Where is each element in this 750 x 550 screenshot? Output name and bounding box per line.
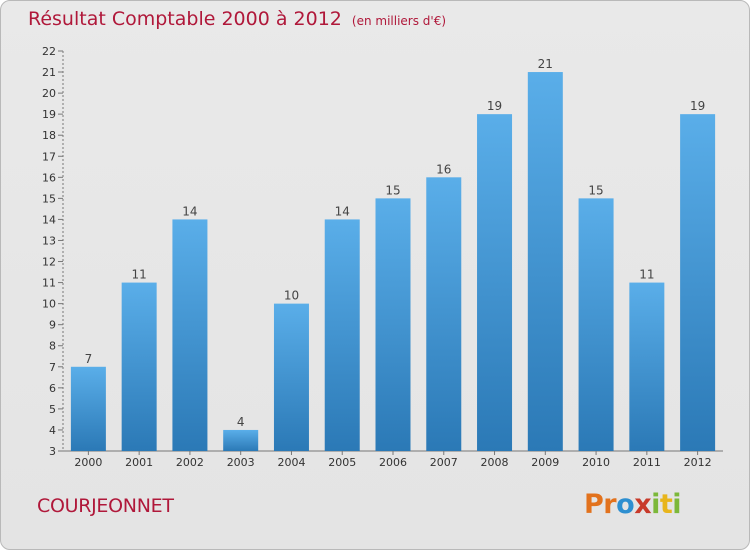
x-tick-label: 2012 [684, 456, 712, 469]
bar [273, 303, 309, 451]
bar [223, 429, 259, 451]
bar-value-label: 19 [487, 99, 502, 113]
x-tick-label: 2005 [328, 456, 356, 469]
x-tick-label: 2006 [379, 456, 407, 469]
y-tick-label: 16 [42, 171, 56, 184]
x-tick-label: 2007 [430, 456, 458, 469]
logo-letter: i [672, 489, 682, 520]
y-tick-label: 14 [42, 213, 56, 226]
bar-value-label: 11 [132, 268, 147, 282]
y-tick-label: 5 [49, 403, 56, 416]
y-tick-label: 17 [42, 150, 56, 163]
chart-subtitle: (en milliers d'€) [351, 14, 447, 28]
bar [324, 219, 360, 451]
bar-value-label: 10 [284, 289, 299, 303]
y-tick-label: 22 [42, 45, 56, 58]
x-tick-label: 2002 [176, 456, 204, 469]
bar [578, 198, 614, 451]
logo-letter: o [616, 489, 635, 520]
bar-value-label: 4 [237, 415, 245, 429]
y-tick-label: 7 [49, 361, 56, 374]
chart-title-text: Résultat Comptable 2000 à 2012 [28, 8, 342, 30]
bar [629, 282, 665, 451]
y-tick-label: 15 [42, 192, 56, 205]
x-tick-label: 2011 [633, 456, 661, 469]
bar [527, 72, 563, 451]
x-tick-label: 2004 [277, 456, 305, 469]
bar [477, 114, 513, 451]
x-tick-label: 2008 [481, 456, 509, 469]
logo-letter: i [651, 489, 660, 520]
bar [121, 282, 157, 451]
bar-value-label: 15 [588, 183, 603, 197]
y-tick-label: 13 [42, 234, 56, 247]
logo-letter: x [634, 489, 652, 520]
bar [426, 177, 462, 451]
bar-value-label: 15 [385, 183, 400, 197]
bar-value-label: 11 [639, 268, 654, 282]
y-tick-label: 18 [42, 129, 56, 142]
y-tick-label: 3 [49, 445, 56, 458]
x-tick-label: 2001 [125, 456, 153, 469]
logo-letter: t [659, 489, 673, 520]
y-tick-label: 20 [42, 87, 56, 100]
y-tick-label: 8 [49, 340, 56, 353]
bar [375, 198, 411, 451]
y-tick-label: 4 [49, 424, 56, 437]
y-tick-label: 21 [42, 66, 56, 79]
x-tick-label: 2010 [582, 456, 610, 469]
y-tick-label: 12 [42, 256, 56, 269]
y-tick-label: 10 [42, 298, 56, 311]
x-tick-label: 2003 [227, 456, 255, 469]
bar-value-label: 14 [182, 204, 197, 218]
chart-bars [70, 72, 716, 451]
bar-value-label: 7 [85, 352, 93, 366]
proxiti-logo: Proxiti [584, 489, 682, 520]
bar [70, 366, 106, 451]
bar-value-label: 14 [335, 204, 350, 218]
bar-value-label: 19 [690, 99, 705, 113]
bar [680, 114, 716, 451]
logo-letter: P [584, 489, 604, 520]
bar-value-label: 16 [436, 162, 451, 176]
chart-title: Résultat Comptable 2000 à 2012 (en millie… [28, 8, 446, 30]
commune-name: COURJEONNET [37, 495, 174, 517]
bar-value-label: 21 [538, 57, 553, 71]
bar [172, 219, 208, 451]
x-tick-label: 2009 [531, 456, 559, 469]
y-tick-label: 9 [49, 319, 56, 332]
logo-letter: r [603, 489, 617, 520]
y-tick-label: 19 [42, 108, 56, 121]
chart-data-labels: 7 11 14 4 10 14 15 16 19 21 15 11 19 [85, 57, 706, 429]
x-tick-label: 2000 [74, 456, 102, 469]
y-tick-label: 6 [49, 382, 56, 395]
y-tick-label: 11 [42, 277, 56, 290]
